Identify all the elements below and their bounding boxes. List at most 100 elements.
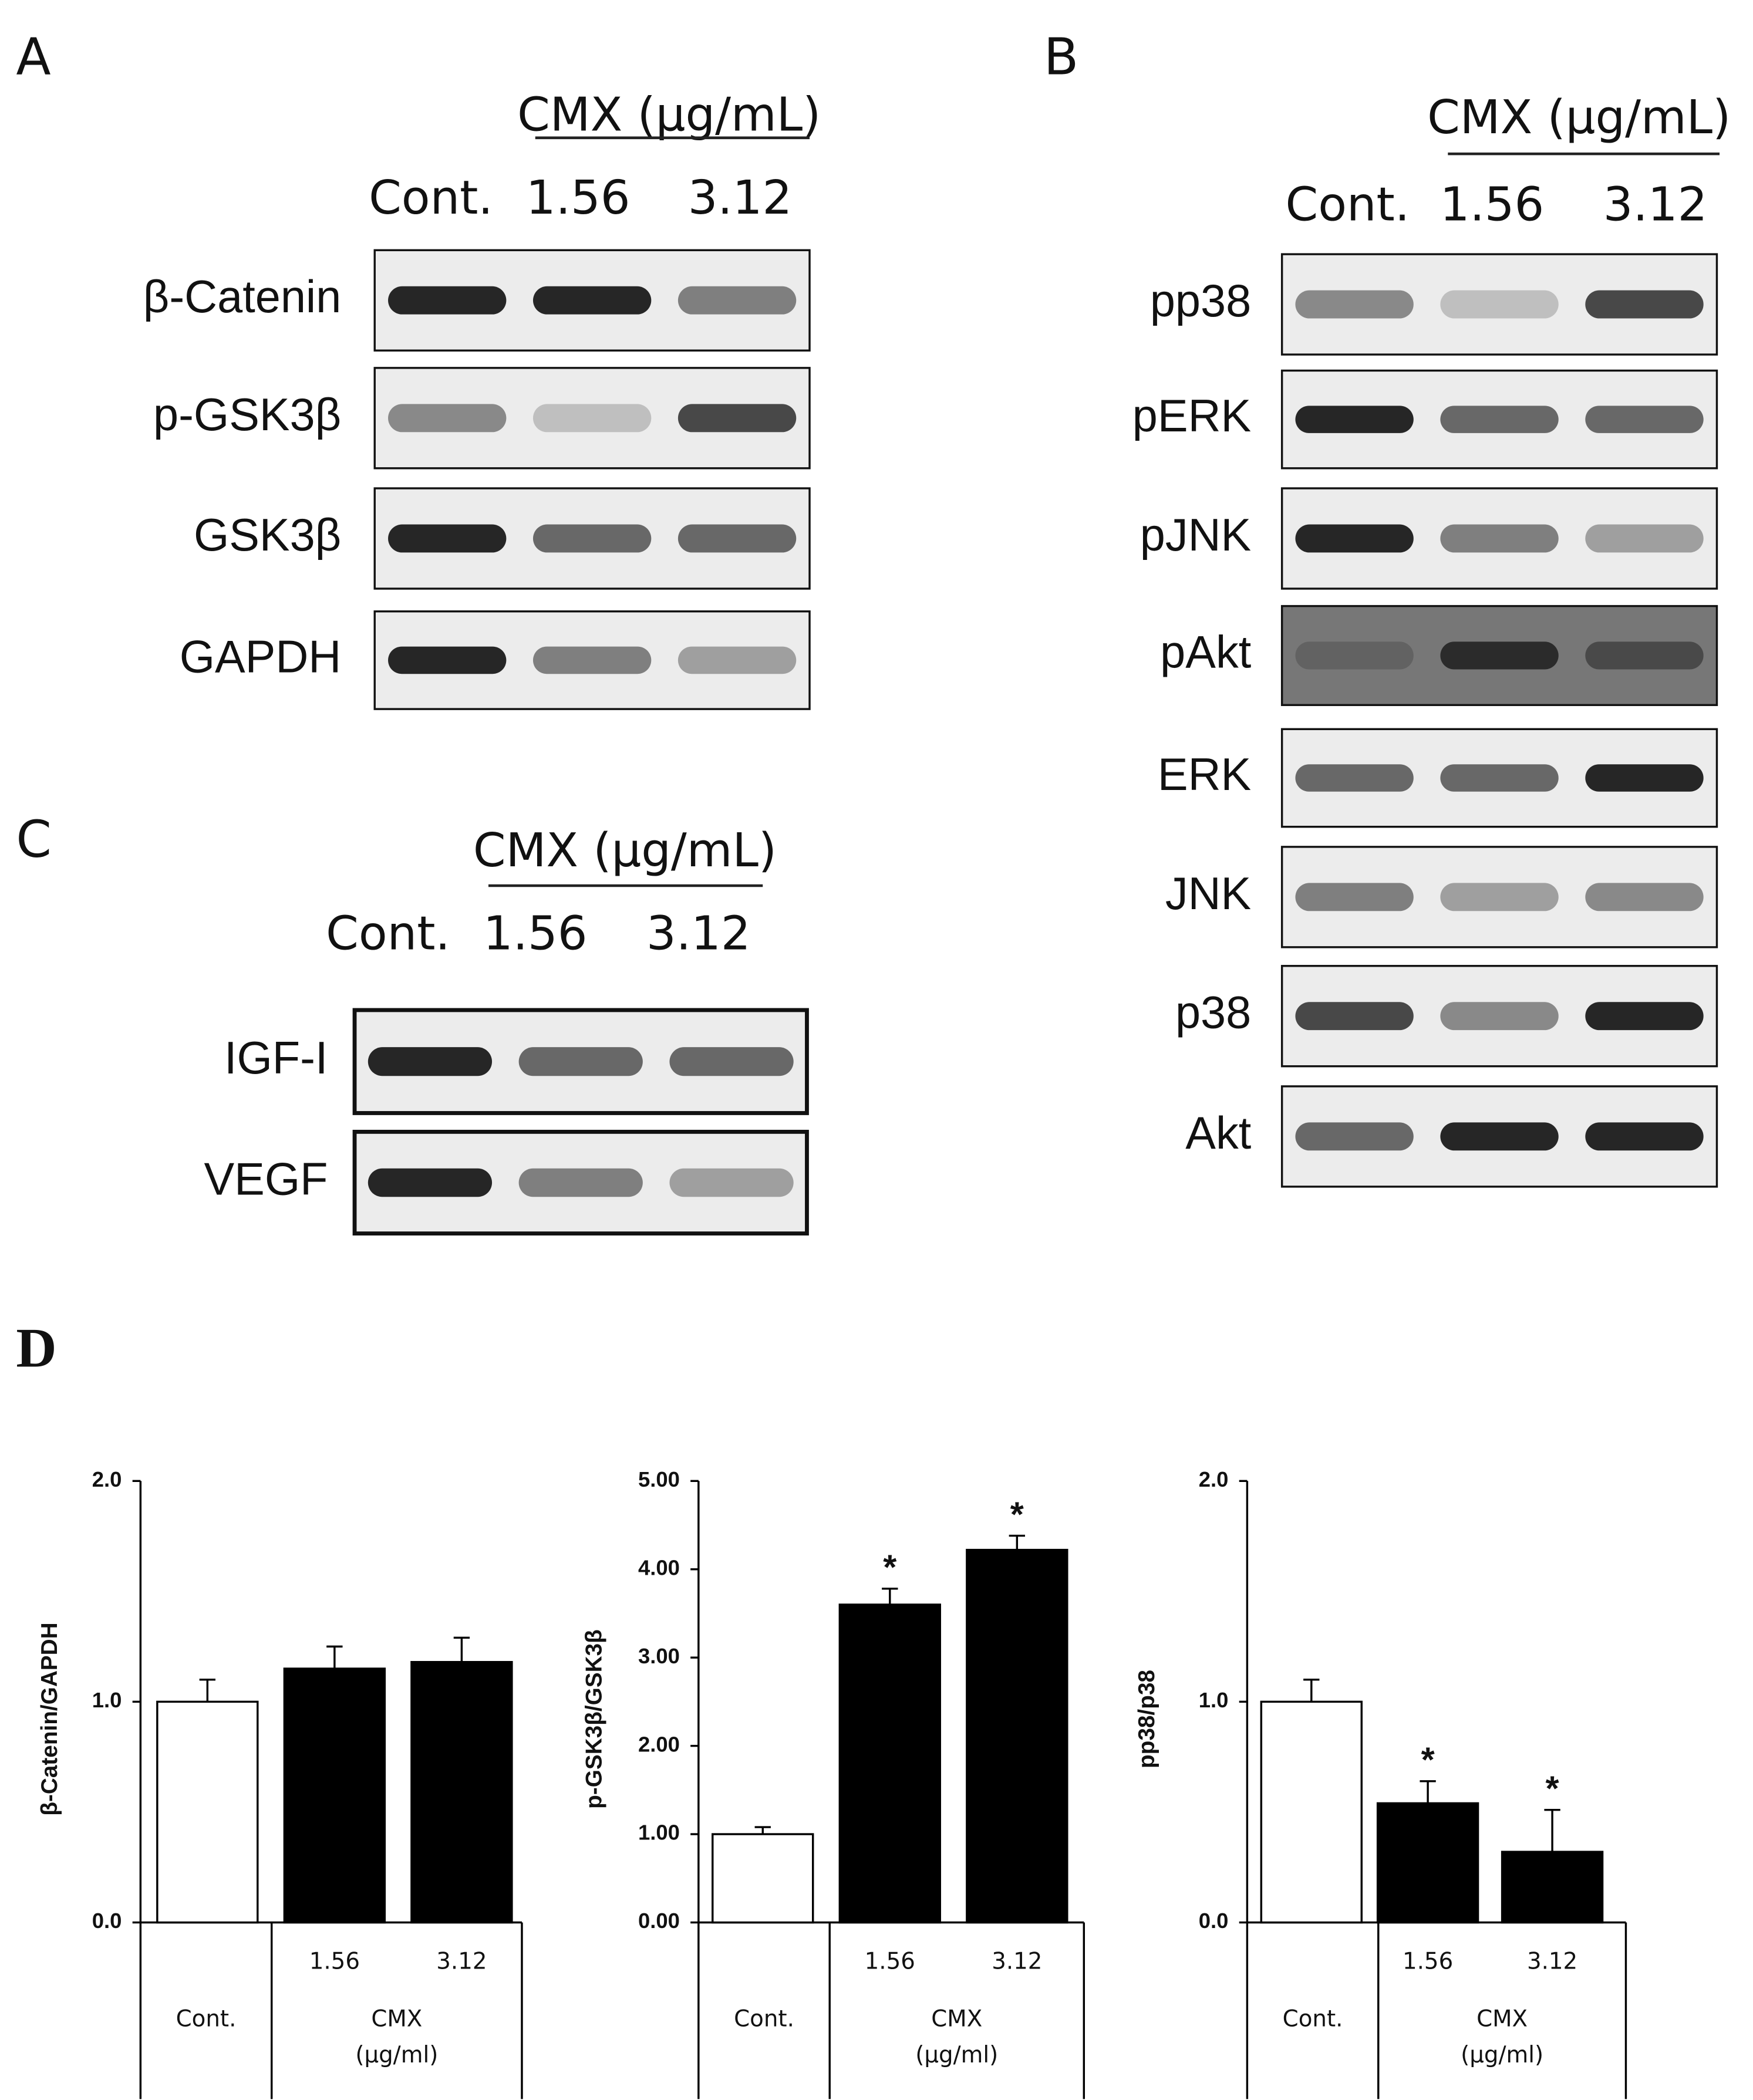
band — [1585, 406, 1704, 433]
band — [368, 1047, 493, 1076]
band — [518, 1047, 643, 1076]
band — [1585, 290, 1704, 319]
lane-label: 1.56 — [526, 170, 631, 225]
lane-label: Cont. — [326, 906, 450, 961]
band — [677, 524, 797, 553]
band — [1440, 883, 1559, 911]
y-tick-label: 3.00 — [638, 1644, 680, 1668]
x-tick-label: 1.56 — [1403, 1948, 1453, 1974]
significance-mark: * — [883, 1548, 896, 1587]
blot-row-label: β-Catenin — [143, 272, 341, 322]
y-axis-label: β-Catenin/GAPDH — [37, 1622, 62, 1815]
band — [532, 286, 652, 315]
panel-letter: B — [1044, 28, 1078, 87]
y-tick-label: 1.0 — [92, 1688, 122, 1712]
x-tick-label: 1.56 — [865, 1948, 915, 1974]
y-tick-label: 2.00 — [638, 1732, 680, 1756]
blot-row-label: ERK — [1158, 749, 1251, 800]
x-tick-label: 3.12 — [436, 1948, 487, 1974]
x-tick-label: 3.12 — [1527, 1948, 1577, 1974]
lane-label: 3.12 — [1603, 177, 1708, 231]
band — [677, 286, 797, 315]
y-tick-label: 1.00 — [638, 1821, 680, 1845]
bar — [1260, 1700, 1363, 1924]
band — [532, 404, 652, 433]
band — [677, 404, 797, 433]
band — [388, 286, 507, 315]
lane-label: 1.56 — [1440, 177, 1545, 231]
lane-label: 1.56 — [483, 906, 588, 961]
group-label: (µg/ml) — [1461, 2042, 1543, 2068]
y-tick-label: 0.00 — [638, 1909, 680, 1933]
y-tick-label: 2.0 — [92, 1467, 122, 1491]
band — [388, 524, 507, 553]
band — [1440, 406, 1559, 433]
blot-row-label: IGF-I — [224, 1033, 328, 1083]
band — [1585, 1002, 1704, 1031]
band — [518, 1168, 643, 1197]
lane-label: Cont. — [369, 170, 493, 225]
lane-label: Cont. — [1286, 177, 1410, 231]
bar — [283, 1667, 386, 1924]
blot-row-label: JNK — [1165, 869, 1251, 919]
y-tick-label: 0.0 — [1199, 1909, 1229, 1933]
bar — [1501, 1851, 1604, 1924]
bar — [1376, 1802, 1479, 1924]
band — [368, 1168, 493, 1197]
x-tick-label: 1.56 — [309, 1948, 360, 1974]
group-label: (µg/ml) — [355, 2042, 438, 2068]
blot-row-label: pERK — [1132, 391, 1251, 441]
bar — [156, 1700, 259, 1924]
band — [1295, 1002, 1414, 1031]
band — [669, 1047, 794, 1076]
band — [532, 524, 652, 553]
y-axis-label: pp38/p38 — [1134, 1670, 1159, 1768]
band — [1440, 290, 1559, 319]
band — [1585, 1122, 1704, 1151]
blot-row-label: p-GSK3β — [153, 390, 341, 440]
y-axis-label: p-GSK3β/GSK3β — [582, 1629, 607, 1809]
y-tick-label: 5.00 — [638, 1467, 680, 1491]
blot-row-label: Akt — [1185, 1108, 1251, 1159]
x-tick-label: Cont. — [1283, 2006, 1343, 2032]
y-tick-label: 0.0 — [92, 1909, 122, 1933]
band — [388, 404, 507, 433]
bar — [410, 1660, 513, 1924]
blot-row-label: GAPDH — [180, 632, 342, 682]
band — [1295, 524, 1414, 553]
group-label: CMX — [1476, 2006, 1528, 2032]
x-tick-label: Cont. — [176, 2006, 237, 2032]
blot-row-label: pAkt — [1160, 627, 1251, 677]
blot-box — [1280, 846, 1718, 948]
band — [1295, 290, 1414, 319]
lane-label: 3.12 — [688, 170, 793, 225]
panel-letter: D — [16, 1317, 56, 1379]
y-tick-label: 1.0 — [1199, 1688, 1229, 1712]
blot-row-label: p38 — [1175, 988, 1251, 1038]
band — [1295, 764, 1414, 792]
x-tick-label: 3.12 — [992, 1948, 1042, 1974]
band — [1295, 883, 1414, 911]
blot-row-label: pp38 — [1150, 276, 1251, 326]
band — [1440, 764, 1559, 792]
band — [388, 646, 507, 674]
band — [1295, 1122, 1414, 1151]
band — [1440, 642, 1559, 670]
band — [677, 646, 797, 674]
y-tick-label: 4.00 — [638, 1555, 680, 1579]
y-tick-label: 2.0 — [1199, 1467, 1229, 1491]
band — [1440, 1002, 1559, 1031]
band — [1440, 524, 1559, 553]
group-label: CMX — [931, 2006, 982, 2032]
significance-mark: * — [1010, 1494, 1024, 1534]
band — [1585, 764, 1704, 792]
band — [669, 1168, 794, 1197]
band — [1440, 1122, 1559, 1151]
group-label: (µg/ml) — [915, 2042, 998, 2068]
blot-row-label: pJNK — [1140, 510, 1251, 561]
band — [1295, 642, 1414, 670]
band — [1295, 406, 1414, 433]
blot-row-label: GSK3β — [194, 510, 341, 561]
